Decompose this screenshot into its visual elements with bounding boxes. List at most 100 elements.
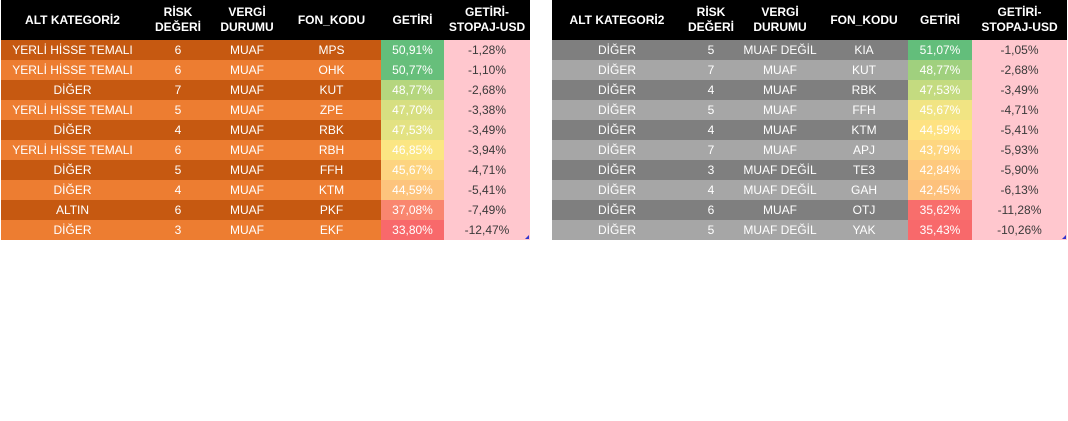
col-header-getiri[interactable]: GETİRİ (381, 0, 444, 40)
cell-vergi[interactable]: MUAF (740, 120, 820, 140)
cell-getiri[interactable]: 47,70% (381, 100, 444, 120)
cell-getiri[interactable]: 48,77% (381, 80, 444, 100)
table-row[interactable]: DİĞER 4 MUAF DEĞİL GAH 42,45% -6,13% (552, 180, 1067, 200)
cell-vergi[interactable]: MUAF (740, 80, 820, 100)
table-row[interactable]: DİĞER 5 MUAF FFH 45,67% -4,71% (552, 100, 1067, 120)
cell-getiri[interactable]: 45,67% (381, 160, 444, 180)
cell-getiri[interactable]: 42,84% (908, 160, 972, 180)
cell-fon-kodu[interactable]: KUT (820, 60, 908, 80)
cell-risk[interactable]: 4 (682, 180, 740, 200)
table-row[interactable]: DİĞER 4 MUAF RBK 47,53% -3,49% (1, 120, 530, 140)
col-header-getiri-usd[interactable]: GETİRİ- STOPAJ-USD (444, 0, 530, 40)
cell-risk[interactable]: 7 (682, 140, 740, 160)
cell-vergi[interactable]: MUAF (212, 120, 282, 140)
cell-vergi[interactable]: MUAF DEĞİL (740, 180, 820, 200)
cell-alt-kategori[interactable]: DİĞER (552, 140, 682, 160)
col-header-fon-kodu[interactable]: FON_KODU (820, 0, 908, 40)
table-row[interactable]: YERLİ HİSSE TEMALI 6 MUAF OHK 50,77% -1,10% (1, 60, 530, 80)
cell-getiri[interactable]: 47,53% (381, 120, 444, 140)
cell-fon-kodu[interactable]: RBH (282, 140, 381, 160)
cell-getiri-usd[interactable]: -4,71% (972, 100, 1067, 120)
cell-getiri[interactable]: 44,59% (908, 120, 972, 140)
cell-getiri-usd[interactable]: -3,49% (972, 80, 1067, 100)
cell-alt-kategori[interactable]: YERLİ HİSSE TEMALI (1, 40, 144, 60)
table-row[interactable]: DİĞER 7 MUAF KUT 48,77% -2,68% (552, 60, 1067, 80)
col-header-alt-kategori[interactable]: ALT KATEGORİ2 (1, 0, 144, 40)
cell-getiri[interactable]: 45,67% (908, 100, 972, 120)
cell-getiri[interactable]: 46,85% (381, 140, 444, 160)
cell-risk[interactable]: 3 (682, 160, 740, 180)
cell-alt-kategori[interactable]: DİĞER (552, 80, 682, 100)
cell-fon-kodu[interactable]: RBK (282, 120, 381, 140)
col-header-risk[interactable]: RİSK DEĞERİ (682, 0, 740, 40)
cell-getiri-usd[interactable]: -5,93% (972, 140, 1067, 160)
table-resize-handle-icon[interactable] (525, 235, 529, 239)
cell-getiri-usd[interactable]: -5,90% (972, 160, 1067, 180)
cell-fon-kodu[interactable]: YAK (820, 220, 908, 240)
cell-getiri-usd[interactable]: -2,68% (972, 60, 1067, 80)
table-row[interactable]: DİĞER 6 MUAF OTJ 35,62% -11,28% (552, 200, 1067, 220)
cell-getiri-usd[interactable]: -5,41% (972, 120, 1067, 140)
cell-risk[interactable]: 6 (682, 200, 740, 220)
col-header-getiri[interactable]: GETİRİ (908, 0, 972, 40)
cell-vergi[interactable]: MUAF DEĞİL (740, 220, 820, 240)
table-row[interactable]: DİĞER 4 MUAF KTM 44,59% -5,41% (552, 120, 1067, 140)
cell-alt-kategori[interactable]: DİĞER (552, 120, 682, 140)
cell-vergi[interactable]: MUAF (212, 40, 282, 60)
cell-alt-kategori[interactable]: DİĞER (552, 40, 682, 60)
cell-vergi[interactable]: MUAF DEĞİL (740, 40, 820, 60)
cell-getiri[interactable]: 44,59% (381, 180, 444, 200)
cell-fon-kodu[interactable]: KUT (282, 80, 381, 100)
table-resize-handle-icon[interactable] (1062, 235, 1066, 239)
table-row[interactable]: DİĞER 4 MUAF RBK 47,53% -3,49% (552, 80, 1067, 100)
table-row[interactable]: DİĞER 5 MUAF FFH 45,67% -4,71% (1, 160, 530, 180)
cell-fon-kodu[interactable]: RBK (820, 80, 908, 100)
table-row[interactable]: YERLİ HİSSE TEMALI 6 MUAF RBH 46,85% -3,94% (1, 140, 530, 160)
cell-vergi[interactable]: MUAF (740, 200, 820, 220)
cell-getiri-usd[interactable]: -1,28% (444, 40, 530, 60)
col-header-fon-kodu[interactable]: FON_KODU (282, 0, 381, 40)
cell-alt-kategori[interactable]: ALTIN (1, 200, 144, 220)
cell-vergi[interactable]: MUAF (740, 100, 820, 120)
col-header-vergi[interactable]: VERGİ DURUMU (212, 0, 282, 40)
cell-risk[interactable]: 7 (682, 60, 740, 80)
table-row[interactable]: YERLİ HİSSE TEMALI 6 MUAF MPS 50,91% -1,28% (1, 40, 530, 60)
cell-risk[interactable]: 5 (682, 40, 740, 60)
cell-alt-kategori[interactable]: DİĞER (552, 100, 682, 120)
cell-risk[interactable]: 4 (144, 180, 212, 200)
cell-alt-kategori[interactable]: YERLİ HİSSE TEMALI (1, 140, 144, 160)
cell-risk[interactable]: 6 (144, 140, 212, 160)
cell-alt-kategori[interactable]: YERLİ HİSSE TEMALI (1, 60, 144, 80)
cell-vergi[interactable]: MUAF (212, 100, 282, 120)
cell-alt-kategori[interactable]: DİĞER (552, 180, 682, 200)
cell-fon-kodu[interactable]: OTJ (820, 200, 908, 220)
cell-risk[interactable]: 6 (144, 40, 212, 60)
cell-alt-kategori[interactable]: DİĞER (1, 180, 144, 200)
cell-risk[interactable]: 6 (144, 200, 212, 220)
cell-getiri[interactable]: 42,45% (908, 180, 972, 200)
cell-vergi[interactable]: MUAF (212, 200, 282, 220)
cell-alt-kategori[interactable]: DİĞER (1, 220, 144, 240)
cell-risk[interactable]: 4 (682, 80, 740, 100)
table-row[interactable]: DİĞER 5 MUAF DEĞİL YAK 35,43% -10,26% (552, 220, 1067, 240)
cell-fon-kodu[interactable]: GAH (820, 180, 908, 200)
table-row[interactable]: DİĞER 3 MUAF DEĞİL TE3 42,84% -5,90% (552, 160, 1067, 180)
cell-getiri-usd[interactable]: -3,38% (444, 100, 530, 120)
col-header-getiri-usd[interactable]: GETİRİ- STOPAJ-USD (972, 0, 1067, 40)
cell-getiri-usd[interactable]: -3,49% (444, 120, 530, 140)
cell-risk[interactable]: 4 (682, 120, 740, 140)
cell-alt-kategori[interactable]: YERLİ HİSSE TEMALI (1, 100, 144, 120)
cell-vergi[interactable]: MUAF (740, 140, 820, 160)
cell-vergi[interactable]: MUAF (212, 180, 282, 200)
cell-vergi[interactable]: MUAF (212, 220, 282, 240)
cell-fon-kodu[interactable]: TE3 (820, 160, 908, 180)
cell-risk[interactable]: 5 (144, 100, 212, 120)
col-header-vergi[interactable]: VERGİ DURUMU (740, 0, 820, 40)
cell-getiri-usd[interactable]: -7,49% (444, 200, 530, 220)
cell-getiri-usd[interactable]: -3,94% (444, 140, 530, 160)
cell-fon-kodu[interactable]: OHK (282, 60, 381, 80)
table-row[interactable]: DİĞER 7 MUAF KUT 48,77% -2,68% (1, 80, 530, 100)
table-row[interactable]: ALTIN 6 MUAF PKF 37,08% -7,49% (1, 200, 530, 220)
cell-getiri[interactable]: 50,77% (381, 60, 444, 80)
cell-fon-kodu[interactable]: MPS (282, 40, 381, 60)
